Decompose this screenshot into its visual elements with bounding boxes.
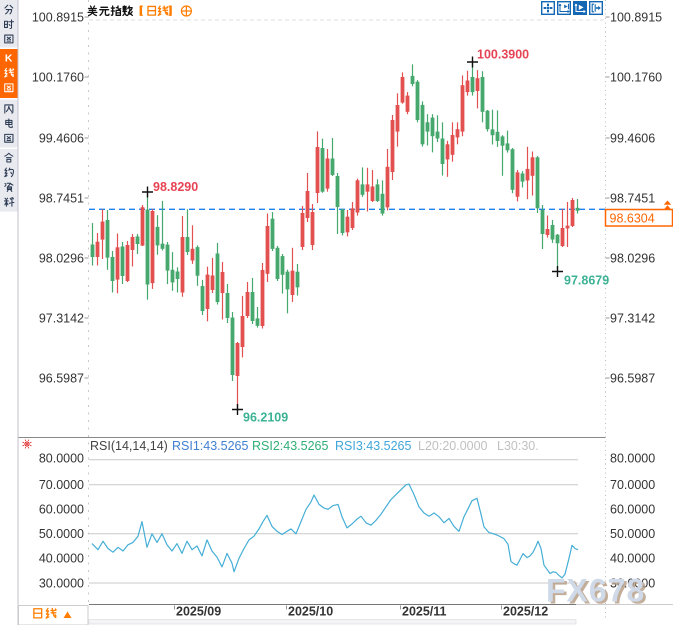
svg-text:98.8290: 98.8290 <box>153 180 198 194</box>
svg-text:50.0000: 50.0000 <box>610 527 655 541</box>
svg-text:40.0000: 40.0000 <box>610 552 655 566</box>
svg-text:100.1760: 100.1760 <box>32 70 84 84</box>
svg-text:99.4606: 99.4606 <box>610 131 655 145</box>
svg-text:K: K <box>5 53 13 65</box>
svg-text:98.0296: 98.0296 <box>610 251 655 265</box>
svg-text:96.5987: 96.5987 <box>610 371 655 385</box>
svg-text:98.0296: 98.0296 <box>39 251 84 265</box>
svg-text:100.8915: 100.8915 <box>32 10 84 24</box>
svg-text:98.7451: 98.7451 <box>610 191 655 205</box>
svg-text:2025/11: 2025/11 <box>402 605 447 619</box>
svg-text:70.0000: 70.0000 <box>39 478 84 492</box>
svg-text:96.5987: 96.5987 <box>39 371 84 385</box>
svg-text:98.7451: 98.7451 <box>39 191 84 205</box>
svg-text:2025/12: 2025/12 <box>503 605 548 619</box>
svg-text:FX678: FX678 <box>546 573 645 609</box>
svg-text:RSI1:43.5265: RSI1:43.5265 <box>172 439 248 453</box>
svg-text:99.4606: 99.4606 <box>39 131 84 145</box>
svg-text:FX678: FX678 <box>549 575 648 611</box>
svg-text:RSI2:43.5265: RSI2:43.5265 <box>252 439 328 453</box>
svg-text:97.8679: 97.8679 <box>564 274 609 288</box>
svg-text:96.2109: 96.2109 <box>243 411 288 425</box>
svg-text:60.0000: 60.0000 <box>39 503 84 517</box>
svg-text:2025/10: 2025/10 <box>288 605 333 619</box>
svg-text:80.0000: 80.0000 <box>610 451 655 465</box>
svg-text:100.8915: 100.8915 <box>610 10 662 24</box>
svg-text:40.0000: 40.0000 <box>39 552 84 566</box>
svg-text:30.0000: 30.0000 <box>610 576 655 590</box>
svg-text:70.0000: 70.0000 <box>610 478 655 492</box>
svg-text:97.3142: 97.3142 <box>39 311 84 325</box>
svg-text:L30:30.: L30:30. <box>497 439 539 453</box>
svg-text:100.1760: 100.1760 <box>610 70 662 84</box>
svg-text:60.0000: 60.0000 <box>610 503 655 517</box>
svg-text:50.0000: 50.0000 <box>39 527 84 541</box>
svg-text:97.3142: 97.3142 <box>610 311 655 325</box>
svg-text:2025/09: 2025/09 <box>176 605 221 619</box>
svg-text:100.3900: 100.3900 <box>477 48 529 62</box>
svg-text:80.0000: 80.0000 <box>39 451 84 465</box>
svg-text:RSI3:43.5265: RSI3:43.5265 <box>335 439 411 453</box>
svg-text:RSI(14,14,14): RSI(14,14,14) <box>90 439 168 453</box>
svg-text:30.0000: 30.0000 <box>39 576 84 590</box>
svg-text:L20:20.0000: L20:20.0000 <box>418 439 488 453</box>
svg-text:98.6304: 98.6304 <box>610 211 655 225</box>
